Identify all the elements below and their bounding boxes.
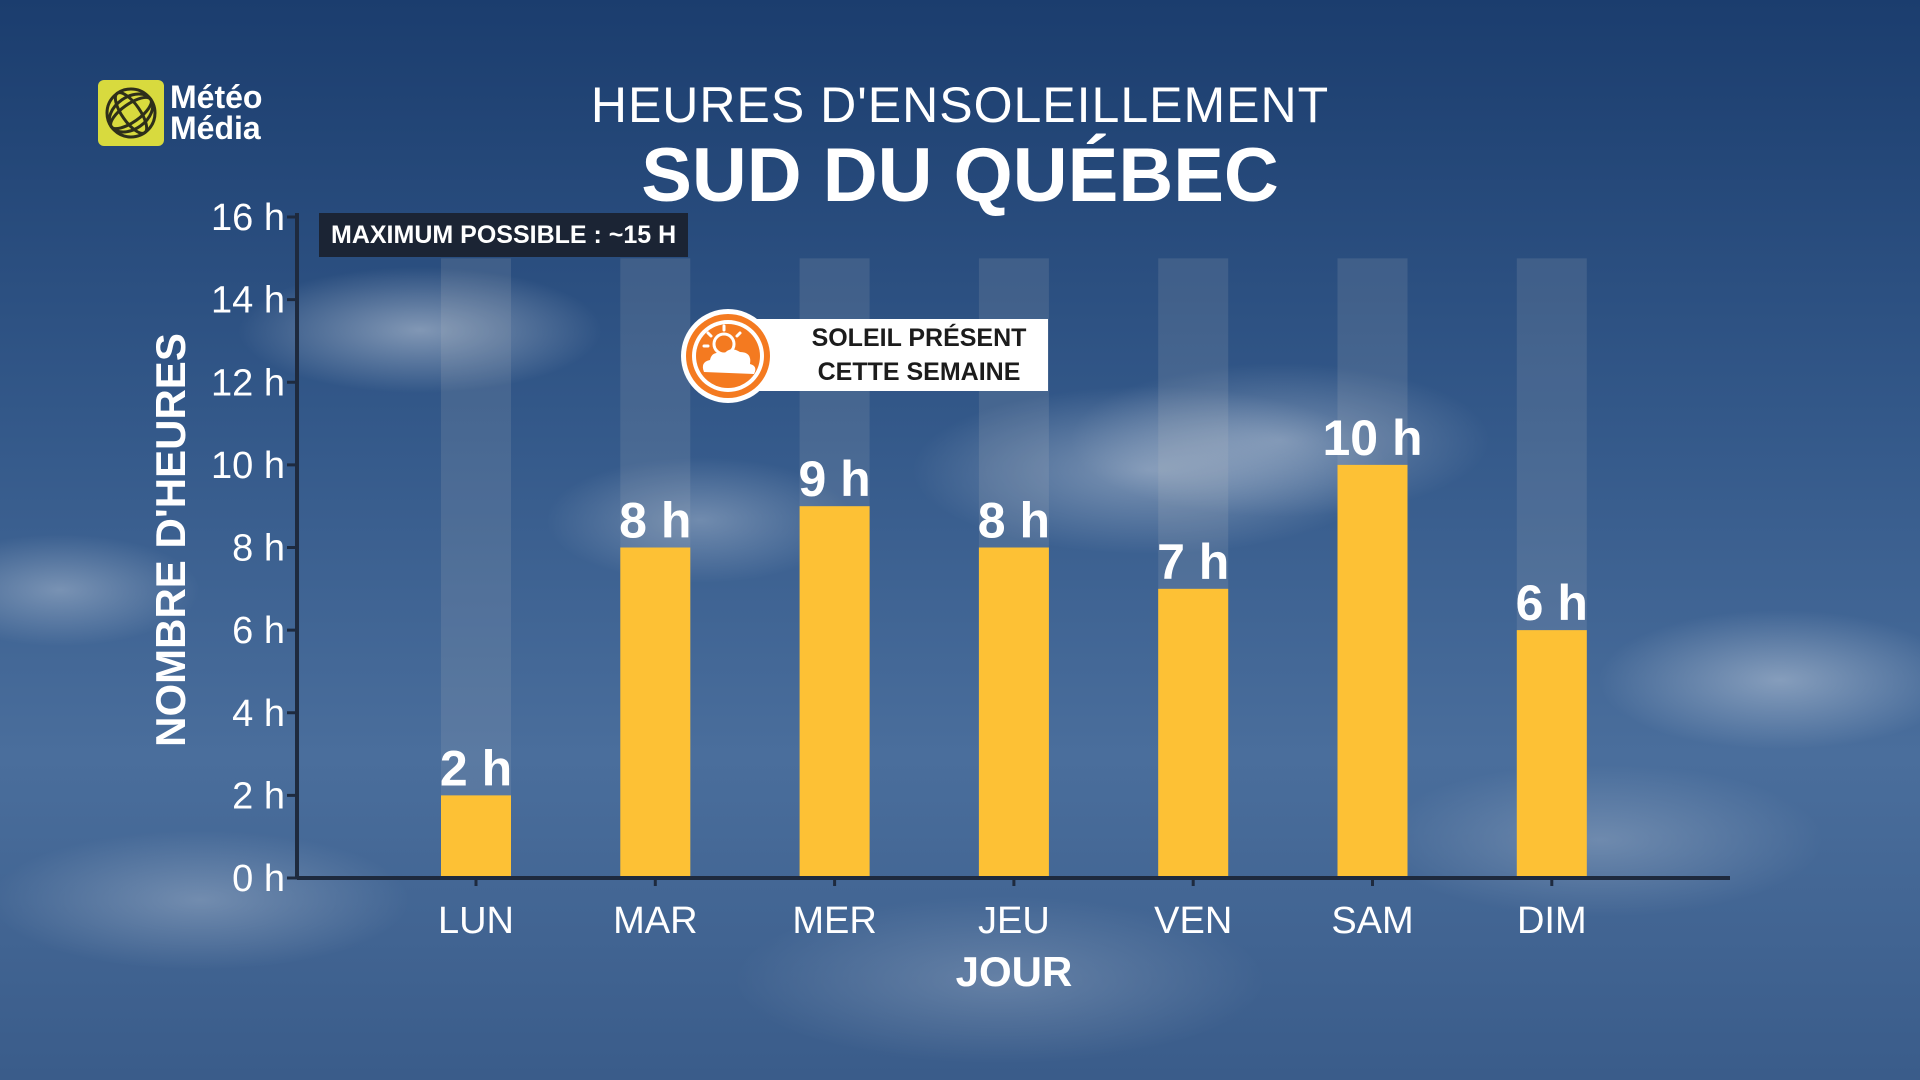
data-bar (799, 506, 870, 878)
chart-title: SUD DU QUÉBEC (641, 133, 1279, 218)
chart-subtitle: HEURES D'ENSOLEILLEMENT (590, 77, 1330, 133)
bar-value-label: 6 h (1516, 575, 1588, 631)
y-tick-label: 6 h (232, 610, 285, 652)
data-bar (620, 547, 691, 878)
y-tick-label: 2 h (232, 775, 285, 817)
data-bar (441, 795, 511, 878)
brand-logo: Météo Média (98, 80, 262, 146)
y-tick-label: 14 h (211, 280, 285, 322)
bar-value-label: 7 h (1157, 534, 1229, 590)
y-axis-title: NOMBRE D'HEURES (147, 333, 194, 747)
data-bar (1158, 588, 1229, 878)
x-tick-label: DIM (1517, 900, 1587, 942)
data-bar (1337, 464, 1408, 878)
data-bar (978, 547, 1049, 878)
x-axis-title: JOUR (956, 948, 1073, 995)
y-tick-label: 8 h (232, 528, 285, 570)
x-tick-label: LUN (438, 900, 514, 942)
bar-value-label: 8 h (978, 493, 1050, 549)
x-tick-label: MER (792, 900, 876, 942)
brand-line2: Média (170, 110, 261, 146)
max-possible-bar (441, 258, 511, 878)
y-tick-label: 16 h (211, 197, 285, 239)
y-tick-label: 10 h (211, 445, 285, 487)
bar-value-label: 2 h (440, 740, 512, 796)
sun-present-line1: SOLEIL PRÉSENT (811, 324, 1027, 352)
x-tick-label: SAM (1331, 900, 1413, 942)
globe-logo-icon (98, 80, 164, 146)
sun-present-line2: CETTE SEMAINE (817, 358, 1021, 386)
brand-name: Météo Média (170, 79, 263, 146)
sun-behind-cloud-icon (681, 309, 775, 403)
sun-present-text: SOLEIL PRÉSENT CETTE SEMAINE (724, 319, 1048, 391)
brand-line1: Météo (170, 79, 263, 115)
bar-value-label: 9 h (798, 451, 870, 507)
data-bar (1516, 630, 1587, 878)
x-tick-label: MAR (613, 900, 697, 942)
y-tick-label: 12 h (211, 362, 285, 404)
bar-value-label: 8 h (619, 493, 691, 549)
y-tick-label: 0 h (232, 858, 285, 900)
x-tick-label: JEU (978, 900, 1050, 942)
x-tick-label: VEN (1154, 900, 1232, 942)
bar-value-label: 10 h (1322, 410, 1422, 466)
y-tick-label: 4 h (232, 693, 285, 735)
max-possible-badge: MAXIMUM POSSIBLE : ~15 H (319, 213, 689, 257)
